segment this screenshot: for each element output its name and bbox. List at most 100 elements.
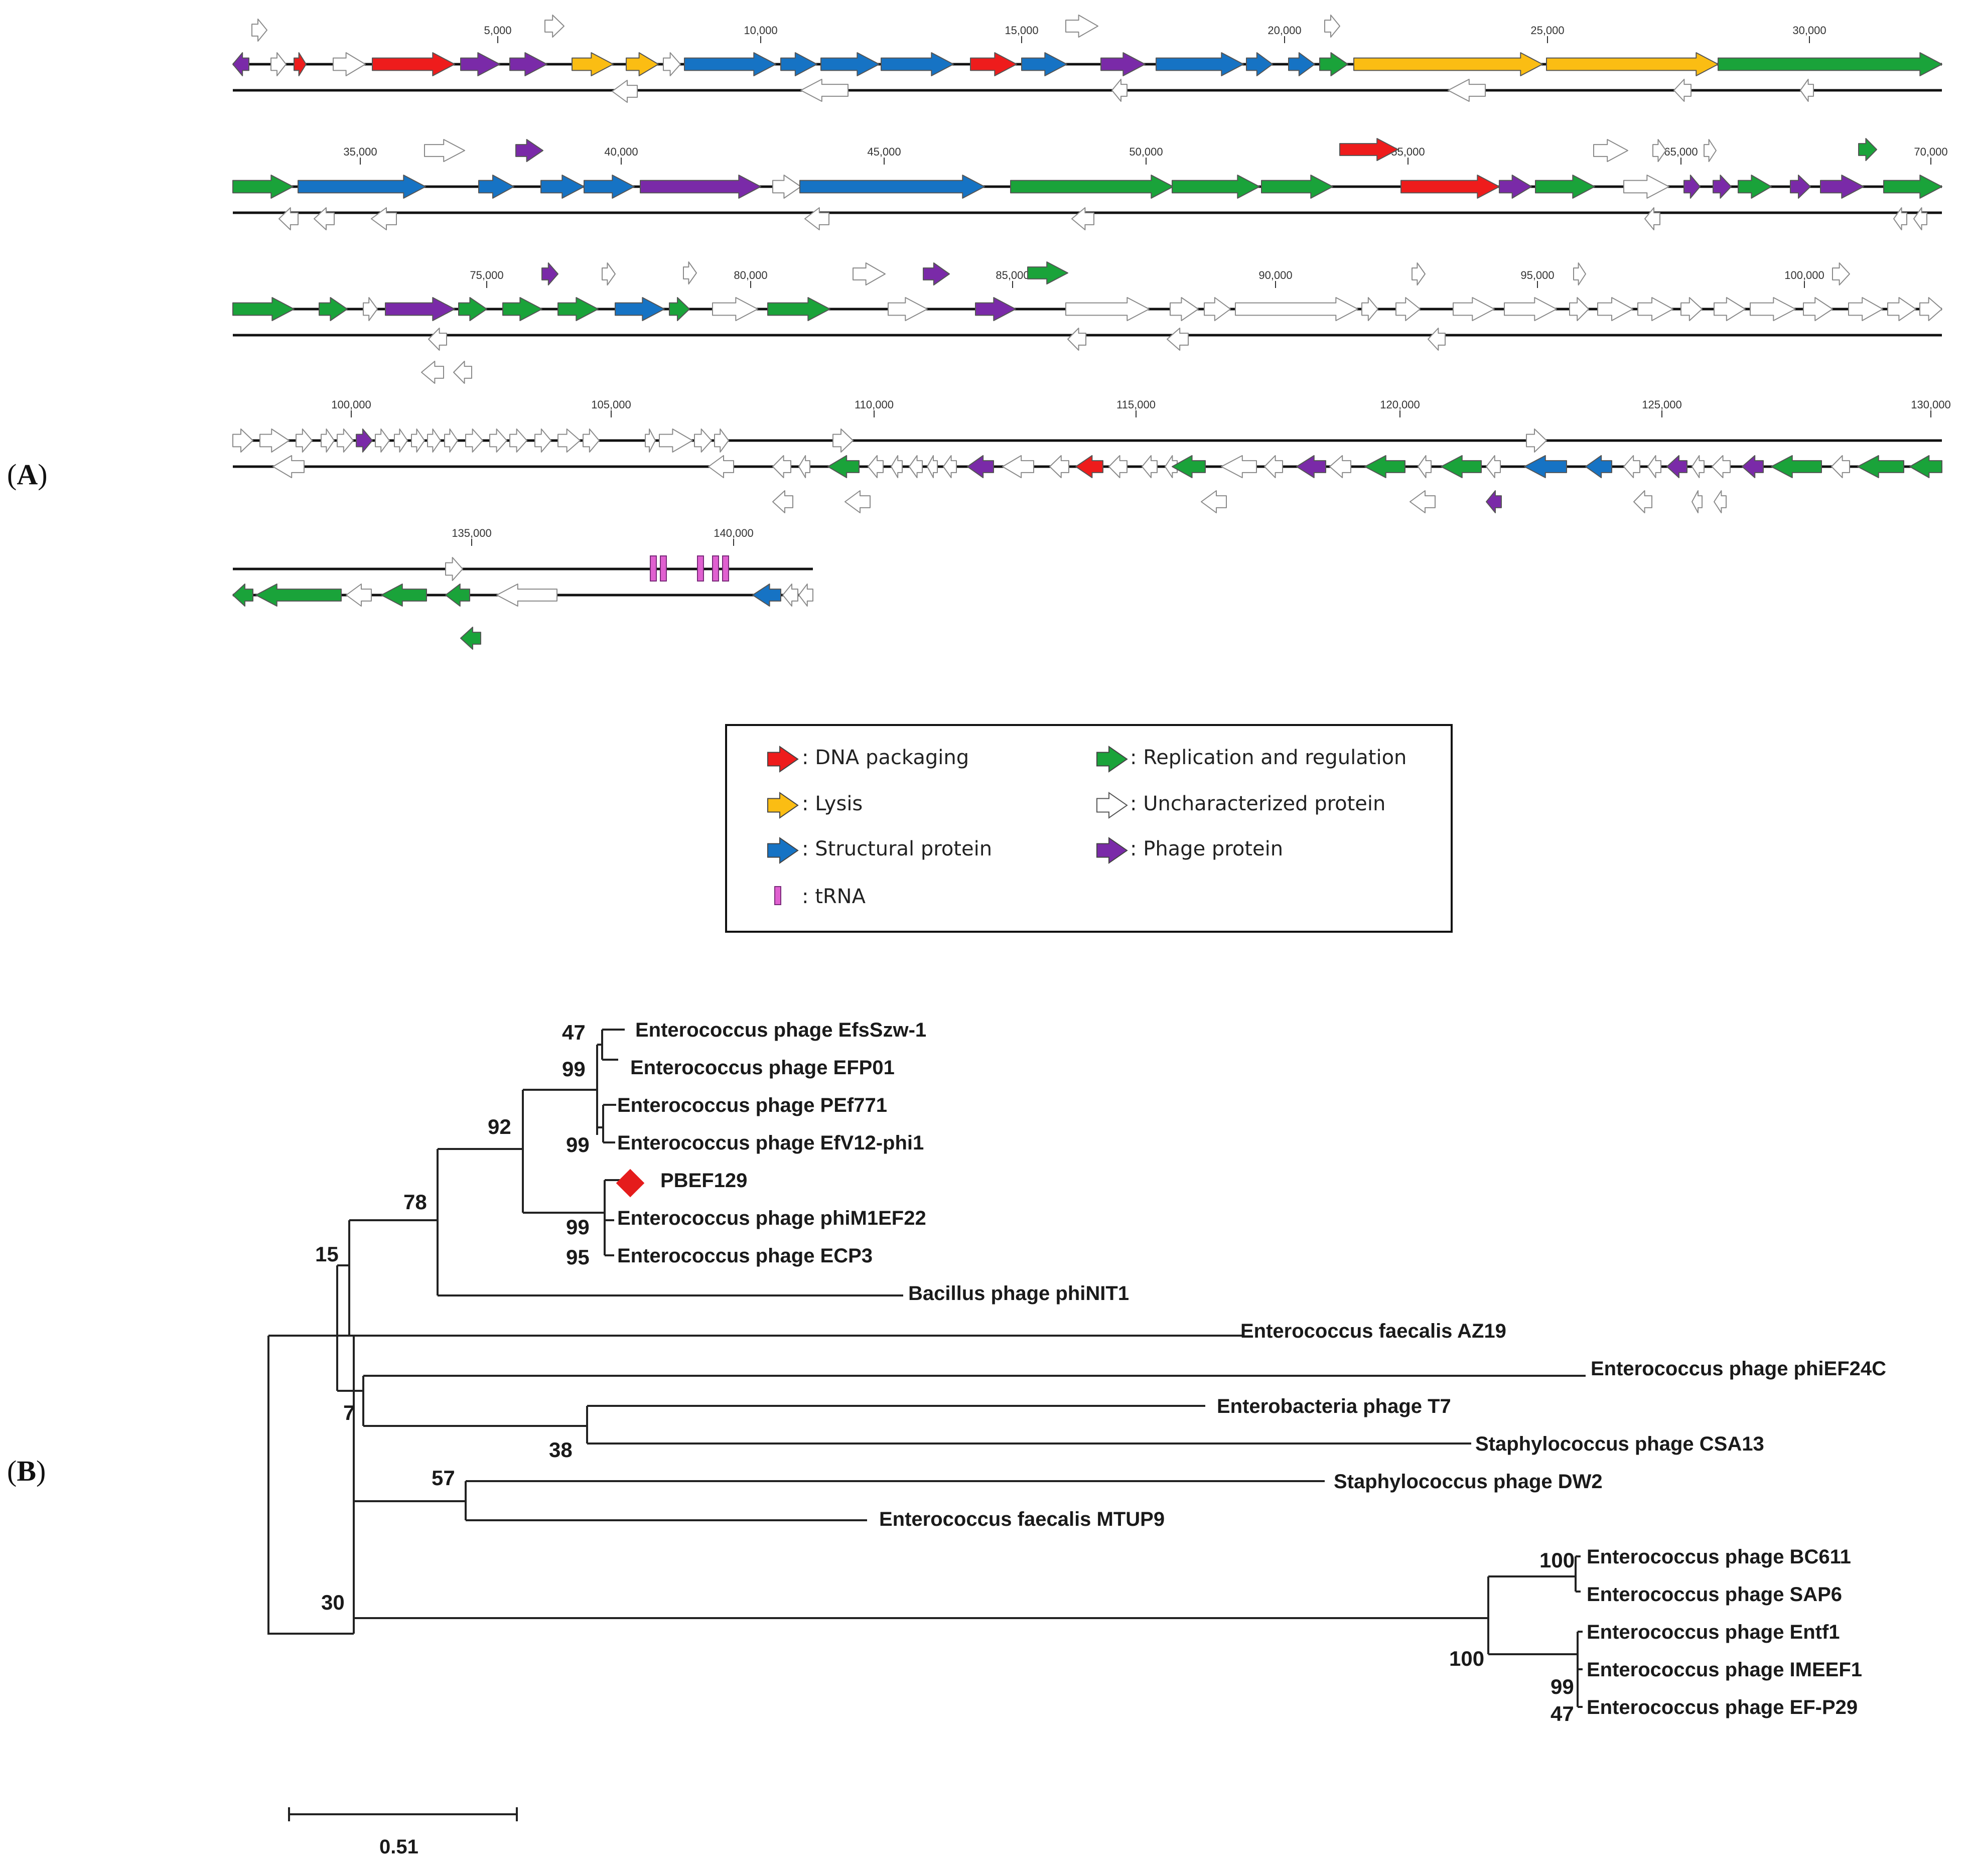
gene-arrow-unchar — [278, 207, 299, 230]
scale-tick-label: 40,000 — [604, 146, 638, 158]
gene-arrow-unchar — [1714, 297, 1746, 321]
bootstrap-value: 99 — [1551, 1675, 1574, 1698]
gene-arrow-phage — [1666, 455, 1687, 478]
gene-arrow-unchar — [1221, 455, 1257, 478]
gene-arrow-repl — [1858, 138, 1877, 161]
gene-arrow-struct — [1156, 52, 1244, 76]
legend-repl-label: : Replication and regulation — [1130, 746, 1406, 769]
scale-tick-label: 10,000 — [744, 24, 777, 37]
legend-struct-label: : Structural protein — [802, 837, 992, 860]
gene-arrow-dna — [970, 52, 1017, 76]
bootstrap-value: 99 — [562, 1057, 586, 1081]
gene-arrow-unchar — [1448, 79, 1486, 102]
gene-arrow-repl — [458, 297, 487, 321]
bootstrap-value: 100 — [1539, 1548, 1575, 1572]
scale-tick-label: 115,000 — [1116, 398, 1156, 411]
leaf-label: Bacillus phage phiNIT1 — [908, 1282, 1129, 1305]
gene-arrow-repl — [1172, 455, 1206, 478]
gene-arrow-unchar — [427, 428, 441, 453]
gene-arrow-unchar — [1831, 455, 1850, 478]
panel-label-b: (B) — [7, 1455, 46, 1487]
gene-arrow-unchar — [804, 207, 829, 230]
gene-arrow-repl — [232, 584, 253, 607]
leaf-label: Enterococcus phage phiEF24C — [1591, 1358, 1886, 1380]
bootstrap-value: 100 — [1449, 1647, 1484, 1670]
gene-arrow-repl — [1718, 52, 1942, 76]
gene-arrow-dna — [1339, 138, 1398, 161]
gene-arrow-phage — [515, 139, 543, 162]
gene-arrow-unchar — [1919, 297, 1942, 321]
gene-arrow-unchar — [659, 428, 693, 453]
gene-arrow-unchar — [1704, 139, 1717, 162]
gene-arrow-phage — [460, 52, 500, 76]
scale-tick-label: 125,000 — [1642, 398, 1682, 411]
legend: : DNA packaging : Lysis : Structural pro… — [725, 724, 1453, 933]
scale-tick-label: 35,000 — [343, 146, 377, 158]
gene-arrow-unchar — [251, 19, 267, 42]
gene-arrow-unchar — [321, 428, 335, 453]
gene-arrow-struct — [1585, 455, 1612, 478]
scale-tick-label: 120,000 — [1380, 398, 1420, 411]
gene-arrow-struct — [540, 175, 585, 199]
gene-arrow-dna — [372, 52, 455, 76]
leaf-label: Enterobacteria phage T7 — [1217, 1395, 1451, 1417]
tree-branch — [268, 1335, 355, 1634]
scale-bar — [288, 1807, 518, 1821]
gene-arrow-unchar — [1673, 79, 1692, 102]
scale-tick-label: 95,000 — [1520, 269, 1554, 281]
gene-arrow-unchar — [1913, 207, 1927, 230]
bootstrap-value: 95 — [566, 1245, 590, 1269]
leaf-label: Enterococcus phage EfV12-phi1 — [617, 1132, 924, 1154]
legend-trna-mark — [774, 886, 781, 905]
gene-arrow-unchar — [612, 80, 638, 103]
gene-arrow-unchar — [712, 297, 758, 321]
gene-arrow-repl — [319, 297, 348, 321]
gene-arrow-unchar — [259, 428, 290, 453]
gene-arrow-unchar — [798, 455, 810, 478]
gene-arrow-unchar — [1800, 79, 1814, 102]
gene-arrow-unchar — [1049, 455, 1069, 478]
gene-arrow-unchar — [782, 584, 798, 607]
gene-arrow-unchar — [1633, 490, 1652, 513]
gene-arrow-unchar — [1170, 297, 1199, 321]
gene-arrow-phage — [541, 262, 558, 285]
gene-arrow-unchar — [1065, 15, 1098, 38]
scale-tick-label: 25,000 — [1530, 24, 1564, 37]
bootstrap-value: 92 — [488, 1115, 511, 1138]
gene-arrow-lysis — [1546, 52, 1719, 76]
legend-unchar-label: : Uncharacterized protein — [1130, 792, 1385, 815]
leaf-label: Enterococcus phage EfsSzw-1 — [635, 1019, 926, 1041]
gene-arrow-unchar — [1714, 490, 1727, 513]
gene-arrow-unchar — [1142, 455, 1158, 478]
gene-arrow-phage — [1742, 455, 1764, 478]
leaf-label: Enterococcus phage Entf1 — [1587, 1621, 1840, 1643]
gene-arrow-unchar — [1002, 455, 1034, 478]
gene-arrow-phage — [1683, 175, 1701, 199]
gene-arrow-unchar — [1692, 490, 1703, 513]
gene-arrow-phage — [967, 455, 994, 478]
legend-arrow-repl — [1096, 746, 1128, 773]
gene-arrow-phage — [1820, 175, 1864, 199]
scale-tick-label: 100,000 — [331, 398, 371, 411]
legend-arrow-dna — [767, 746, 799, 773]
gene-arrow-phage — [356, 428, 373, 453]
gene-arrow-struct — [881, 52, 954, 76]
gene-arrow-unchar — [465, 428, 483, 453]
gene-arrow-repl — [1027, 261, 1068, 284]
gene-arrow-unchar — [534, 428, 551, 453]
gene-arrow-phage — [1100, 52, 1146, 76]
gene-arrow-unchar — [1412, 262, 1426, 285]
gene-arrow-unchar — [1071, 207, 1094, 230]
scale-tick-label: 30,000 — [1792, 24, 1826, 37]
trna-marker — [722, 555, 729, 582]
gene-arrow-unchar — [424, 139, 465, 162]
leaf-label: PBEF129 — [660, 1170, 747, 1192]
gene-arrow-struct — [799, 175, 985, 199]
bootstrap-value: 99 — [566, 1215, 590, 1239]
gene-arrow-unchar — [1647, 455, 1661, 478]
scale-tick-label: 105,000 — [591, 398, 631, 411]
gene-arrow-phage — [640, 175, 761, 199]
gene-arrow-repl — [232, 175, 294, 199]
legend-phage-label: : Phage protein — [1130, 837, 1283, 860]
